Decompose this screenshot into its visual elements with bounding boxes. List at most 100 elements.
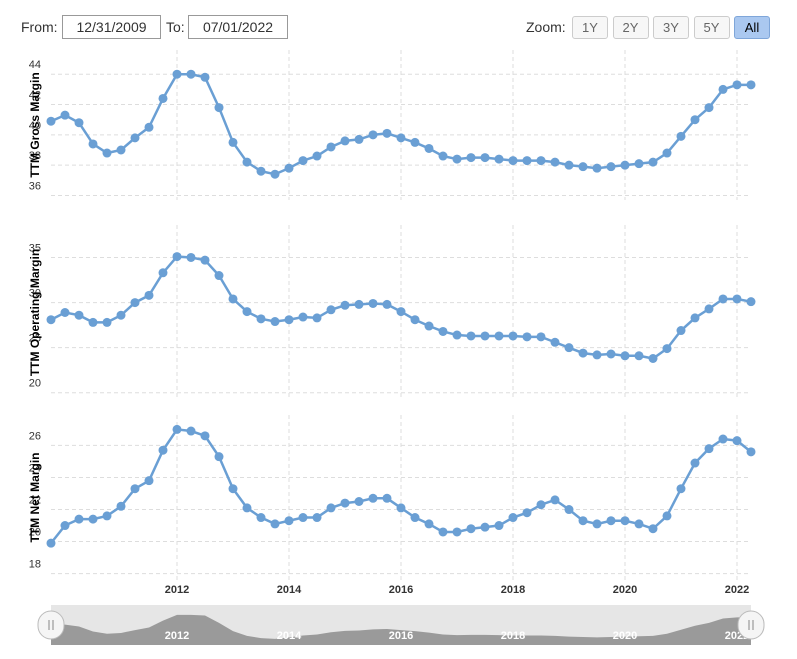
data-point (172, 424, 182, 434)
data-point (592, 350, 602, 360)
data-point (550, 337, 560, 347)
data-point (144, 290, 154, 300)
data-point (662, 344, 672, 354)
y-tick-label: 35 (29, 242, 41, 254)
data-point (46, 116, 56, 126)
zoom-button[interactable]: 2Y (612, 16, 649, 39)
data-point (550, 495, 560, 505)
data-point (424, 143, 434, 153)
data-point (438, 151, 448, 161)
zoom-button[interactable]: 1Y (572, 16, 608, 39)
data-point (676, 326, 686, 336)
data-point (312, 151, 322, 161)
data-point (256, 513, 266, 523)
data-point (662, 148, 672, 158)
data-point (326, 305, 336, 315)
y-tick-label: 20 (29, 526, 41, 538)
data-point (676, 484, 686, 494)
data-point (214, 452, 224, 462)
x-tick-label: 2014 (277, 584, 302, 596)
zoom-button[interactable]: All (734, 16, 770, 39)
y-axis-label: TTM Operating Margin (28, 249, 42, 376)
data-point (228, 484, 238, 494)
data-point (690, 313, 700, 323)
data-point (200, 255, 210, 265)
data-point (74, 118, 84, 128)
data-point (298, 312, 308, 322)
data-point (298, 513, 308, 523)
navigator-label: 2014 (277, 630, 302, 642)
data-point (242, 157, 252, 167)
data-point (354, 134, 364, 144)
data-point (396, 503, 406, 513)
data-point (480, 522, 490, 532)
data-point (466, 524, 476, 534)
zoom-label: Zoom: (526, 19, 566, 35)
data-point (284, 315, 294, 325)
data-point (102, 317, 112, 327)
data-point (508, 331, 518, 341)
data-point (382, 299, 392, 309)
data-point (102, 148, 112, 158)
data-point (704, 304, 714, 314)
data-point (270, 519, 280, 529)
data-point (130, 298, 140, 308)
from-input[interactable]: 12/31/2009 (62, 15, 161, 39)
navigator-handle[interactable] (37, 610, 65, 640)
y-tick-label: 18 (29, 558, 41, 570)
data-point (396, 133, 406, 143)
data-point (354, 299, 364, 309)
y-tick-label: 38 (29, 150, 41, 162)
data-point (410, 513, 420, 523)
series-line (50, 72, 751, 176)
data-point (326, 142, 336, 152)
data-point (60, 308, 70, 317)
data-point (718, 434, 728, 444)
y-tick-label: 42 (29, 89, 41, 101)
data-point (732, 80, 742, 90)
data-point (606, 349, 616, 359)
data-point (88, 514, 98, 524)
data-point (592, 163, 602, 173)
data-point (606, 162, 616, 172)
data-point (116, 145, 126, 155)
y-tick-label: 30 (29, 287, 41, 299)
y-tick-label: 22 (29, 494, 41, 506)
data-point (340, 300, 350, 310)
zoom-button[interactable]: 3Y (653, 16, 689, 39)
data-point (522, 156, 532, 166)
y-axis-label: TTM Net Margin (28, 453, 42, 543)
data-point (746, 80, 756, 90)
data-point (354, 497, 364, 507)
data-point (620, 160, 630, 170)
data-point (718, 84, 728, 94)
to-input[interactable]: 07/01/2022 (188, 15, 288, 39)
data-point (158, 268, 168, 278)
data-point (452, 154, 462, 164)
x-tick-label: 2018 (501, 584, 525, 596)
data-point (466, 153, 476, 163)
y-tick-label: 26 (29, 430, 41, 442)
data-point (578, 516, 588, 526)
data-point (284, 163, 294, 173)
data-point (438, 527, 448, 537)
data-point (676, 131, 686, 141)
data-point (536, 500, 546, 510)
data-point (60, 110, 70, 120)
data-point (74, 310, 84, 320)
data-point (746, 447, 756, 457)
navigator-handle[interactable] (737, 610, 765, 640)
data-point (634, 519, 644, 529)
data-point (242, 503, 252, 513)
data-point (158, 93, 168, 103)
data-point (186, 426, 196, 436)
data-point (424, 321, 434, 331)
data-point (480, 153, 490, 163)
data-point (186, 69, 196, 79)
data-point (466, 331, 476, 341)
data-point (690, 115, 700, 125)
data-point (382, 493, 392, 503)
data-point (172, 252, 182, 262)
zoom-button[interactable]: 5Y (693, 16, 730, 39)
